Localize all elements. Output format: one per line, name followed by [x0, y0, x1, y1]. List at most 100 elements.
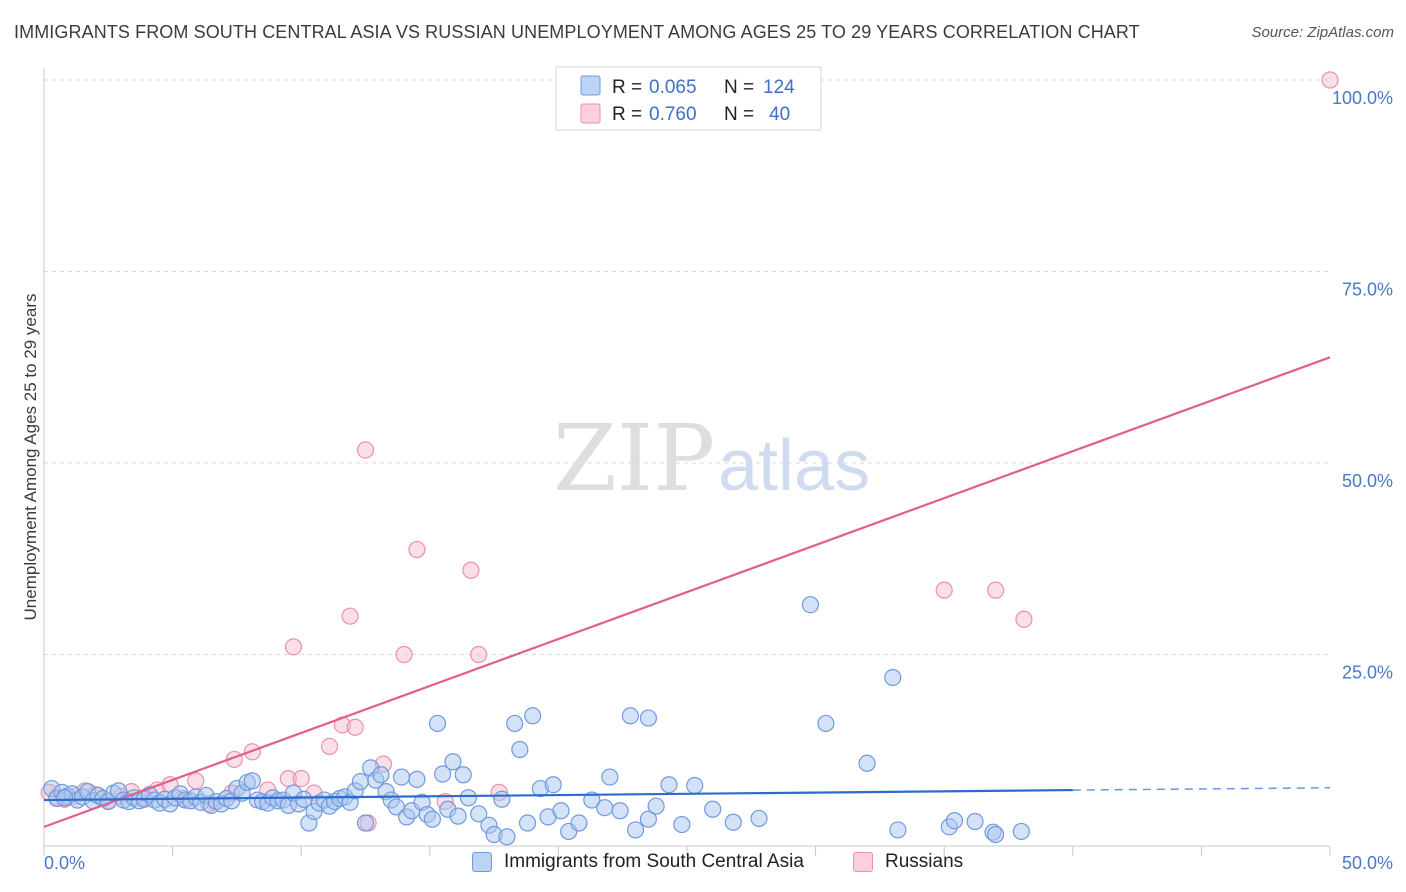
trend-lines	[43, 356, 1331, 828]
watermark-zip: ZIP	[553, 405, 715, 512]
immigrants-point	[493, 790, 511, 808]
legend-swatch-blue	[580, 75, 601, 96]
russians-point	[346, 718, 364, 736]
russians-point	[470, 645, 488, 664]
immigrants-point	[966, 812, 984, 831]
bottom-legend: Immigrants from South Central Asia Russi…	[0, 851, 1406, 879]
immigrants-point	[511, 740, 529, 759]
russians-point	[395, 645, 413, 664]
tick-labels: 25.0% 50.0% 75.0% 100.0% 0.0% 50.0%	[44, 88, 1393, 873]
immigrants-point	[372, 766, 390, 784]
russians-point	[987, 581, 1005, 599]
russians-point	[1321, 71, 1339, 89]
immigrants-point	[498, 828, 516, 846]
immigrants-point	[750, 809, 768, 828]
russians-point	[408, 540, 426, 559]
immigrants-point	[626, 821, 645, 839]
immigrants-point	[889, 821, 907, 839]
x-tick-label: 0.0%	[44, 853, 85, 873]
immigrants-point	[987, 825, 1005, 844]
immigrants-point	[408, 770, 426, 788]
series-immigrants-points	[43, 596, 1030, 846]
immigrants-point	[639, 810, 658, 828]
immigrants-point	[647, 797, 665, 815]
immigrants-point	[351, 773, 369, 791]
gridlines	[44, 79, 1330, 655]
immigrants-point	[704, 800, 722, 818]
immigrants-point	[945, 812, 964, 830]
y-tick-label: 50.0%	[1342, 471, 1393, 491]
immigrants-point	[801, 596, 820, 614]
russians-point	[1015, 610, 1033, 628]
immigrants-point	[506, 714, 524, 733]
immigrants-point	[524, 707, 542, 725]
immigrants-point	[518, 814, 537, 832]
immigrants-point	[459, 789, 477, 807]
x-tick-label: 50.0%	[1342, 853, 1393, 873]
immigrants-point	[884, 668, 902, 687]
immigrants-point	[660, 776, 678, 794]
immigrants-point	[583, 791, 601, 809]
legend-n-label: N =	[724, 77, 754, 98]
immigrants-point	[428, 714, 447, 733]
russians-point	[935, 581, 953, 599]
legend-label-immigrants: Immigrants from South Central Asia	[504, 851, 804, 872]
russians-point	[187, 772, 205, 790]
immigrants-trend-line	[43, 788, 1073, 802]
y-axis-label: Unemployment Among Ages 25 to 29 years	[21, 294, 40, 621]
immigrants-point	[449, 807, 467, 825]
russians-trend-line	[43, 356, 1331, 828]
legend-swatch-pink	[580, 103, 601, 124]
legend-r-label: R =	[612, 77, 642, 98]
russians-point	[292, 769, 310, 788]
legend-item-immigrants: Immigrants from South Central Asia	[472, 851, 804, 873]
russians-point	[284, 638, 303, 656]
immigrants-point	[423, 810, 441, 828]
axes	[43, 68, 1331, 856]
legend-r-label: R =	[612, 104, 642, 125]
immigrants-point	[243, 772, 261, 790]
immigrants-point	[1012, 822, 1030, 841]
immigrants-point	[55, 789, 74, 807]
immigrants-point	[434, 765, 452, 783]
immigrants-point	[639, 709, 658, 727]
immigrants-point	[858, 754, 876, 772]
immigrants-point	[570, 814, 588, 832]
legend-label-russians: Russians	[885, 851, 964, 872]
immigrants-point	[552, 802, 570, 820]
immigrants-point	[817, 714, 835, 733]
legend-swatch-pink	[853, 852, 873, 872]
immigrants-point	[724, 813, 742, 831]
immigrants-point	[444, 753, 462, 771]
immigrants-point	[611, 802, 629, 820]
legend-n-label: N =	[724, 104, 754, 125]
source-credit: Source: ZipAtlas.com	[1251, 24, 1394, 41]
watermark-atlas: atlas	[718, 426, 870, 506]
immigrants-point	[673, 815, 691, 834]
immigrants-point	[601, 768, 619, 786]
legend-r-value: 0.065	[649, 77, 697, 98]
watermark: ZIP atlas	[553, 405, 870, 512]
immigrants-point	[544, 776, 562, 794]
legend-item-russians: Russians	[853, 851, 963, 873]
russians-point	[462, 561, 480, 579]
immigrants-point	[356, 814, 375, 832]
immigrants-point	[454, 766, 472, 784]
legend-n-value: 124	[763, 77, 795, 98]
chart-title: IMMIGRANTS FROM SOUTH CENTRAL ASIA VS RU…	[14, 22, 1140, 42]
y-tick-label: 25.0%	[1342, 663, 1393, 683]
legend-n-value: 40	[769, 104, 790, 125]
immigrants-point	[621, 707, 640, 725]
immigrants-point	[392, 768, 411, 786]
russians-point	[356, 441, 375, 459]
y-tick-label: 75.0%	[1342, 280, 1393, 300]
legend-r-value: 0.760	[649, 104, 697, 125]
immigrants-trend-extension	[1072, 787, 1331, 791]
immigrants-point	[596, 799, 614, 817]
immigrants-point	[686, 776, 704, 795]
correlation-legend: R = 0.065 N = 124 R = 0.760 N = 40	[555, 66, 822, 131]
russians-point	[341, 607, 359, 625]
legend-swatch-blue	[472, 852, 492, 872]
russians-point	[320, 737, 339, 756]
